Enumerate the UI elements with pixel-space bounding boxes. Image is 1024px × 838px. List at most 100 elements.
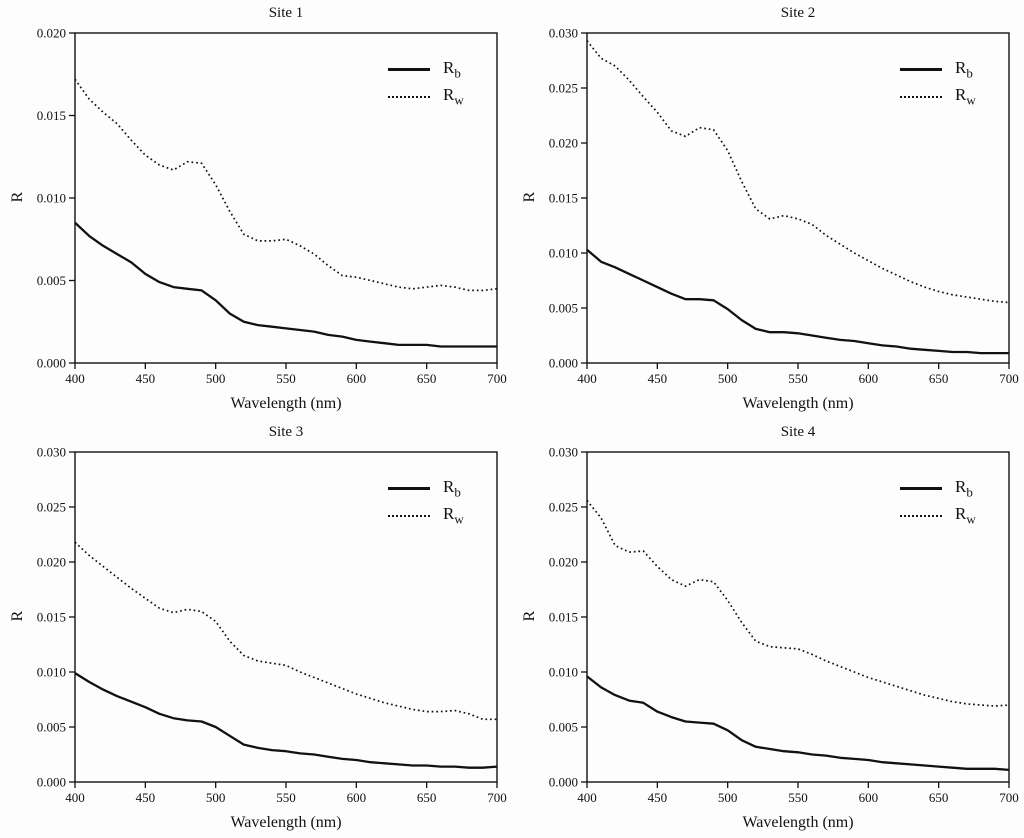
- legend-label-rw: Rw: [443, 85, 464, 108]
- plot-area-site-3: 400 450 500 550 600 650 700 0.000 0.005 0.010 0.01…: [37, 445, 507, 806]
- legend-dotted-line-swatch: [388, 95, 430, 98]
- x-tick-label: 650: [417, 371, 437, 386]
- x-tick-label: 450: [648, 371, 668, 386]
- y-tick-label: 0.000: [37, 356, 66, 371]
- panel-site-1: 400 450 500 550 600 650 700 0.000 0.005 0.010 0.01…: [0, 0, 512, 419]
- x-tick-label: 650: [929, 790, 949, 805]
- y-axis-label: R: [9, 610, 26, 622]
- series-rb-line: [74, 221, 497, 348]
- y-tick-label: 0.005: [37, 273, 66, 288]
- x-tick-label: 650: [417, 790, 437, 805]
- plot-area-site-4: 400 450 500 550 600 650 700 0.000 0.005 0.010 0.01…: [549, 445, 1019, 806]
- legend-item-rw: Rw: [388, 83, 464, 110]
- y-tick-label: 0.020: [37, 555, 66, 570]
- y-tick-label: 0.010: [549, 246, 578, 261]
- y-tick-label: 0.010: [549, 665, 578, 680]
- x-axis-label: Wavelength (nm): [230, 395, 342, 412]
- x-tick-label: 450: [648, 790, 668, 805]
- x-tick-label: 400: [577, 371, 597, 386]
- series-rw-line: [586, 499, 1010, 707]
- legend: Rb Rw: [388, 56, 464, 110]
- x-tick-label: 700: [999, 371, 1019, 386]
- x-tick-label: 600: [859, 790, 879, 805]
- x-tick-label: 500: [206, 371, 226, 386]
- x-tick-label: 400: [577, 790, 597, 805]
- legend-label-rb: Rb: [443, 477, 461, 500]
- x-axis-label: Wavelength (nm): [742, 395, 854, 412]
- y-tick-label: 0.030: [37, 445, 66, 460]
- y-axis-label: R: [521, 610, 538, 622]
- x-tick-label: 450: [136, 371, 156, 386]
- x-tick-label: 550: [788, 790, 808, 805]
- y-tick-label: 0.015: [37, 108, 66, 123]
- legend: Rb Rw: [900, 56, 976, 110]
- x-tick-label: 500: [718, 790, 738, 805]
- y-tick-label: 0.020: [549, 136, 578, 151]
- y-tick-label: 0.000: [549, 356, 578, 371]
- y-tick-label: 0.025: [549, 81, 578, 96]
- series-rw-line: [74, 78, 498, 292]
- y-tick-label: 0.020: [37, 26, 66, 41]
- chart-title: Site 4: [780, 424, 816, 440]
- y-tick-label: 0.000: [549, 775, 578, 790]
- legend: Rb Rw: [900, 475, 976, 529]
- chart-title: Site 3: [268, 424, 304, 440]
- x-tick-label: 500: [718, 371, 738, 386]
- y-axis-label: R: [521, 191, 538, 203]
- x-tick-label: 650: [929, 371, 949, 386]
- y-tick-label: 0.015: [549, 610, 578, 625]
- legend-item-rb: Rb: [388, 475, 464, 502]
- series-rw-line: [74, 541, 497, 721]
- y-axis-label: R: [9, 191, 26, 203]
- panel-site-4: 400 450 500 550 600 650 700 0.000 0.005 0.010 0.01…: [512, 419, 1024, 838]
- plot-area-site-1: 400 450 500 550 600 650 700 0.000 0.005 0.010 0.01…: [37, 26, 507, 387]
- y-tick-label: 0.030: [549, 26, 578, 41]
- chart-title: Site 1: [268, 5, 304, 21]
- series-rw-line: [586, 40, 1010, 304]
- legend-solid-line-swatch: [388, 68, 430, 71]
- legend-item-rb: Rb: [900, 475, 976, 502]
- y-tick-label: 0.025: [549, 500, 578, 515]
- legend-label-rb: Rb: [443, 58, 461, 81]
- y-tick-label: 0.015: [37, 610, 66, 625]
- series-rb-line: [586, 675, 1010, 772]
- x-tick-label: 500: [206, 790, 226, 805]
- x-tick-label: 400: [65, 371, 85, 386]
- y-tick-label: 0.005: [549, 720, 578, 735]
- x-tick-label: 600: [347, 371, 367, 386]
- y-tick-label: 0.000: [37, 775, 66, 790]
- legend-item-rw: Rw: [388, 502, 464, 529]
- plot-area-site-2: 400 450 500 550 600 650 700 0.000 0.005 0.010 0.01…: [549, 26, 1019, 387]
- legend-item-rw: Rw: [900, 83, 976, 110]
- legend-label-rw: Rw: [443, 504, 464, 527]
- x-tick-label: 550: [276, 790, 296, 805]
- panel-site-3: 400 450 500 550 600 650 700 0.000 0.005 0.010 0.01…: [0, 419, 512, 838]
- legend-label-rb: Rb: [955, 477, 973, 500]
- legend-solid-line-swatch: [388, 487, 430, 490]
- y-tick-label: 0.005: [549, 301, 578, 316]
- x-tick-label: 600: [347, 790, 367, 805]
- y-tick-label: 0.020: [549, 555, 578, 570]
- x-axis-label: Wavelength (nm): [230, 814, 342, 831]
- panel-site-2: 400 450 500 550 600 650 700 0.000 0.005 0.010 0.01…: [512, 0, 1024, 419]
- legend-dotted-line-swatch: [900, 95, 942, 98]
- legend-label-rb: Rb: [955, 58, 973, 81]
- legend-item-rb: Rb: [900, 56, 976, 83]
- x-tick-label: 550: [788, 371, 808, 386]
- x-tick-label: 700: [999, 790, 1019, 805]
- chart-title: Site 2: [780, 5, 816, 21]
- y-tick-label: 0.010: [37, 191, 66, 206]
- legend-solid-line-swatch: [900, 487, 942, 490]
- legend-dotted-line-swatch: [900, 514, 942, 517]
- y-tick-label: 0.015: [549, 191, 578, 206]
- legend-solid-line-swatch: [900, 68, 942, 71]
- legend-label-rw: Rw: [955, 504, 976, 527]
- legend-dotted-line-swatch: [388, 514, 430, 517]
- x-tick-label: 400: [65, 790, 85, 805]
- legend-item-rw: Rw: [900, 502, 976, 529]
- x-tick-label: 700: [487, 790, 507, 805]
- x-tick-label: 450: [136, 790, 156, 805]
- x-tick-label: 600: [859, 371, 879, 386]
- series-rb-line: [586, 248, 1009, 355]
